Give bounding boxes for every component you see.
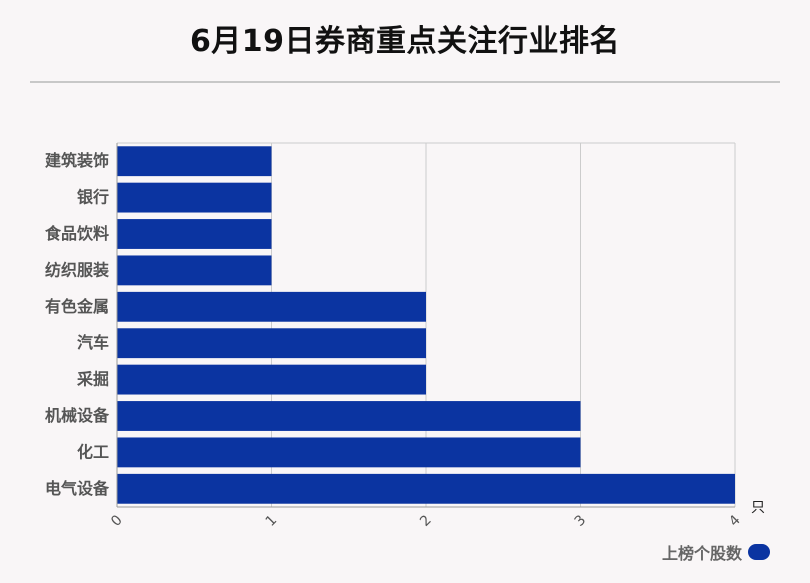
legend[interactable]: 上榜个股数 xyxy=(662,540,770,564)
chart-title: 6月19日券商重点关注行业排名 xyxy=(189,24,621,59)
category-label: 纺织服装 xyxy=(45,260,109,279)
category-label: 电气设备 xyxy=(45,479,110,498)
category-label: 化工 xyxy=(77,442,109,461)
category-label: 银行 xyxy=(77,188,109,207)
bar xyxy=(117,328,426,359)
bar xyxy=(117,182,272,213)
category-label: 有色金属 xyxy=(45,297,109,316)
bar xyxy=(117,364,426,395)
bar xyxy=(117,146,272,177)
category-label: 机械设备 xyxy=(45,406,110,425)
x-tick-label: 4 xyxy=(726,512,744,530)
category-label: 建筑装饰 xyxy=(45,151,109,170)
x-tick-label: 1 xyxy=(263,512,281,530)
bar xyxy=(117,401,581,431)
x-tick-label: 3 xyxy=(572,512,590,530)
legend-label: 上榜个股数 xyxy=(661,544,742,563)
x-axis-unit: 只 xyxy=(751,500,765,516)
bar xyxy=(117,291,426,322)
bar xyxy=(117,473,735,504)
x-tick-label: 2 xyxy=(417,512,435,530)
title-divider xyxy=(30,81,780,83)
legend-swatch xyxy=(748,544,770,560)
x-tick-label: 0 xyxy=(108,512,126,530)
category-label: 汽车 xyxy=(77,333,109,352)
category-label: 采掘 xyxy=(76,370,109,389)
category-label: 食品饮料 xyxy=(44,224,109,243)
bar xyxy=(117,437,581,468)
bar xyxy=(117,219,272,249)
bar xyxy=(117,255,272,286)
